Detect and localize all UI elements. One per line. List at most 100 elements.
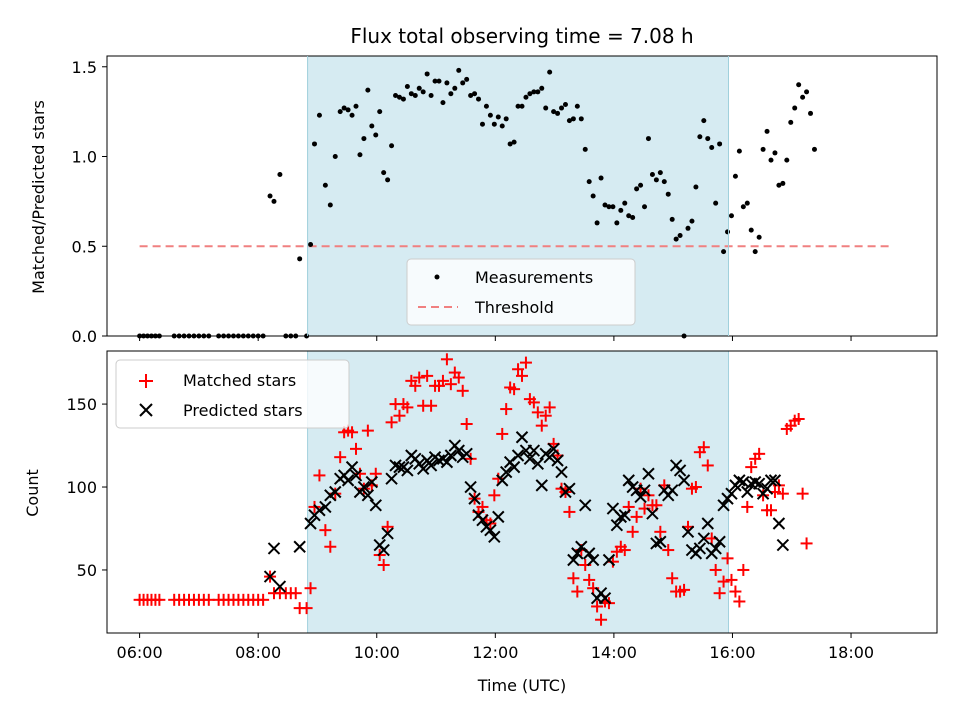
matched-point <box>334 451 347 464</box>
matched-point <box>618 544 631 557</box>
matched-point <box>717 575 730 588</box>
matched-point <box>721 552 734 565</box>
measurement-point <box>772 150 778 156</box>
measurement-point <box>559 105 565 111</box>
measurement-point <box>582 146 588 152</box>
matched-point <box>626 525 639 538</box>
measurement-point <box>598 175 604 181</box>
measurement-point <box>614 220 620 226</box>
matched-point <box>737 563 750 576</box>
bottom-panel: 50 100 150 06:00 08:00 10:00 12:00 14:00 16:00 1… <box>23 350 938 695</box>
predicted-point <box>369 499 382 512</box>
measurement-point <box>389 143 395 149</box>
predicted-point <box>507 460 521 474</box>
predicted-point <box>697 532 711 545</box>
matched-point <box>519 356 532 369</box>
measurement-point <box>811 146 817 152</box>
top-plot-frame <box>106 55 938 337</box>
predicted-point <box>464 480 477 494</box>
predicted-point <box>349 469 363 482</box>
matched-point <box>741 500 754 513</box>
bottom-plot-frame <box>106 350 938 634</box>
measurement-point <box>312 141 317 147</box>
measurement-point <box>717 141 723 147</box>
measurement-point <box>515 103 521 109</box>
measurement-point <box>495 114 501 120</box>
measurement-point <box>764 128 770 134</box>
measurement-point <box>551 109 557 115</box>
matched-point <box>377 558 390 571</box>
measurement-point <box>566 118 572 124</box>
matched-point <box>512 363 525 376</box>
predicted-point <box>650 537 663 550</box>
measurement-point <box>491 121 497 127</box>
measurement-point <box>634 186 640 192</box>
measurement-point <box>649 171 655 177</box>
predicted-point <box>543 450 556 464</box>
predicted-point <box>673 464 687 477</box>
bottom-shaded-region <box>307 351 729 633</box>
measurement-point <box>590 193 596 199</box>
predicted-point <box>499 465 513 479</box>
predicted-point <box>484 523 497 537</box>
predicted-point <box>468 492 481 505</box>
predicted-point <box>492 510 505 524</box>
matched-point <box>595 613 608 626</box>
matched-point <box>393 409 406 422</box>
measurement-point <box>420 89 426 95</box>
top-legend: Measurements Threshold <box>406 258 636 326</box>
measurement-point <box>677 232 683 238</box>
measurement-point <box>511 139 517 145</box>
legend-marker-matched <box>139 374 153 388</box>
matched-point <box>350 442 362 455</box>
matched-point <box>401 401 414 414</box>
measurement-point <box>606 204 612 210</box>
measurement-point <box>736 148 742 154</box>
matched-point <box>713 587 726 600</box>
measurement-point <box>539 85 545 91</box>
matched-point <box>796 487 809 500</box>
measurement-point <box>740 204 746 210</box>
measurement-point <box>570 116 576 122</box>
predicted-point <box>713 535 726 548</box>
measurement-point <box>800 94 806 100</box>
predicted-point <box>725 487 738 500</box>
predicted-point <box>717 499 730 512</box>
measurement-point <box>673 236 679 242</box>
matched-point <box>745 461 758 474</box>
predicted-point <box>345 460 359 474</box>
measurement-point <box>586 179 592 185</box>
measurement-point <box>792 105 798 111</box>
predicted-point <box>341 474 355 487</box>
predicted-point <box>547 442 560 456</box>
measurement-point <box>523 94 529 100</box>
matched-point <box>500 403 513 416</box>
predicted-point <box>772 517 786 530</box>
measurement-point <box>543 105 549 111</box>
measurement-point <box>725 229 731 235</box>
predicted-point <box>440 455 454 469</box>
predicted-point <box>768 474 782 487</box>
measurement-point <box>472 91 478 97</box>
matched-point <box>800 537 813 550</box>
measurement-point <box>267 193 273 199</box>
measurement-point <box>776 182 782 188</box>
matched-point <box>729 585 742 598</box>
measurement-point <box>689 218 695 224</box>
predicted-point <box>496 474 509 487</box>
predicted-point <box>602 553 616 567</box>
measurement-point <box>353 103 359 109</box>
measurement-point <box>555 110 561 116</box>
measurement-point <box>507 141 513 147</box>
measurement-point <box>685 225 691 231</box>
measurement-point <box>578 116 584 122</box>
measurement-point <box>697 134 703 140</box>
measurement-point <box>396 94 402 100</box>
predicted-point <box>665 484 679 497</box>
predicted-point <box>357 480 371 494</box>
measurement-point <box>428 92 434 98</box>
predicted-point <box>319 500 332 514</box>
x-tick-label: 16:00 <box>709 643 755 662</box>
y-tick-label: 1.5 <box>72 58 97 77</box>
matched-point <box>413 371 426 384</box>
